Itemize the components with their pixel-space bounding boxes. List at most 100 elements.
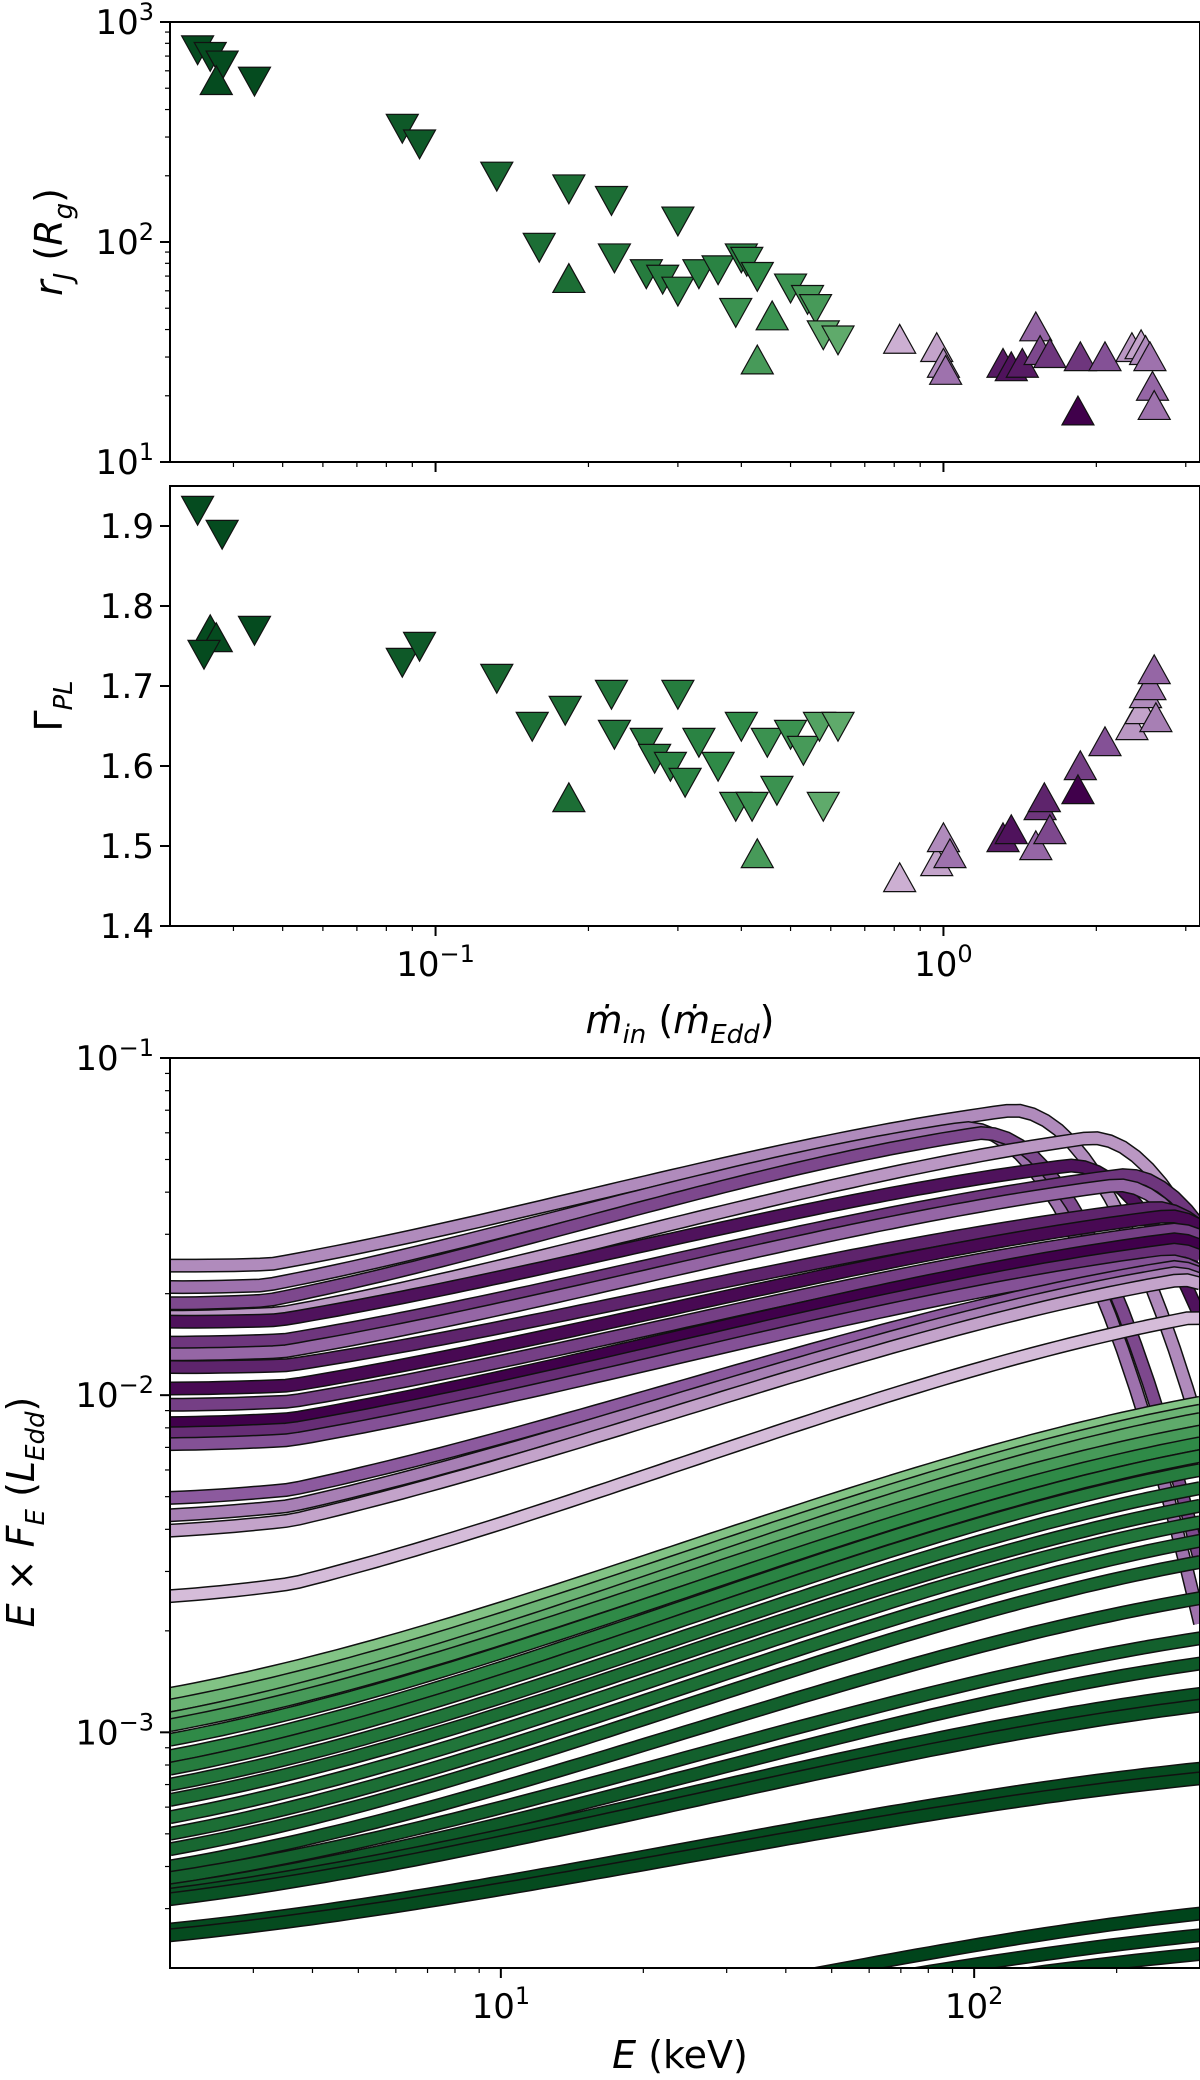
spectrum-line-fill (170, 1274, 1200, 1537)
scatter-point (1032, 337, 1067, 369)
spectrum-line (170, 1222, 1200, 1412)
spectrum-line-fill (170, 1255, 1200, 1450)
scatter-point (402, 129, 437, 161)
scatter-point (180, 495, 215, 527)
spectrum-line (170, 1403, 1200, 1713)
scatter-point (750, 727, 785, 759)
scatter-point (515, 711, 550, 743)
scatter-point (798, 294, 833, 325)
spectrum-line (170, 1273, 1200, 1538)
spectrum-line-fill (170, 1772, 1200, 1941)
rj-scatter-points (180, 35, 1172, 426)
gamma-scatter-points (180, 495, 1173, 893)
scatter-point (740, 343, 775, 375)
scatter-point (186, 639, 222, 671)
scatter-point (668, 767, 703, 799)
scatter-point (701, 255, 736, 286)
scatter-point (820, 711, 856, 743)
scatter-point (551, 174, 586, 205)
scatter-point (882, 861, 917, 893)
gamma-ticks: 1.4 1.5 1.6 1.7 1.8 1.9 10−1 100 (100, 507, 1187, 985)
scatter-point (806, 791, 841, 823)
spectrum-line (170, 1131, 1200, 1324)
y-tick-label: 10−3 (75, 1708, 154, 1753)
spectrum-line (170, 1266, 1200, 1523)
y-tick-label: 1.4 (100, 907, 154, 947)
spectrum-line-fill (170, 1592, 1200, 1872)
spectrum-line (170, 1232, 1200, 1431)
spectrum-line (170, 1436, 1200, 1747)
scatter-point (594, 185, 629, 217)
panel-spectra: 10−3 10−2 10−1 101 102 E × FE (LEdd) E (keV) (0, 1034, 1200, 2077)
spectrum-line (170, 1498, 1200, 1807)
scatter-point (1132, 669, 1167, 701)
spectrum-line-fill (170, 1159, 1200, 1328)
spectrum-line (170, 1463, 1200, 1776)
scatter-point (402, 631, 437, 663)
scatter-point (1138, 701, 1173, 733)
spectrum-line-fill (170, 1464, 1200, 1775)
spectrum-line (170, 1254, 1200, 1452)
spectrum-line-fill (918, 1929, 1200, 1968)
spectrum-line-fill (170, 1169, 1200, 1349)
spectrum-line-fill (170, 1500, 1200, 1806)
scatter-point (773, 719, 808, 751)
spectrum-line (170, 1533, 1200, 1841)
scatter-point (994, 813, 1029, 845)
spectrum-line (170, 1168, 1200, 1350)
spectra-axes-frame (169, 1057, 1200, 1969)
scatter-point (882, 323, 917, 354)
y-tick-label: 1.9 (100, 507, 154, 547)
spectra-lines (170, 1103, 1200, 1968)
y-tick-label: 101 (95, 438, 154, 483)
scatter-point (479, 161, 514, 193)
scatter-point (1018, 829, 1053, 861)
spectra-y-axis-label: E × FE (LEdd) (0, 1397, 51, 1628)
scatter-point (551, 781, 586, 813)
mdot-x-axis-label: ṁin (ṁEdd) (586, 998, 775, 1050)
y-tick-label: 1.6 (100, 747, 154, 787)
spectrum-line (170, 1201, 1200, 1375)
scatter-point (205, 519, 240, 551)
scatter-point (740, 261, 775, 293)
scatter-point (597, 719, 632, 751)
scatter-point (1027, 781, 1062, 813)
scatter-point (755, 299, 790, 331)
x-tick-label: 100 (914, 940, 973, 985)
x-tick-label: 101 (472, 1982, 531, 2027)
spectrum-line-fill (170, 1482, 1200, 1790)
scatter-point (660, 206, 695, 238)
rj-axes-frame (169, 21, 1200, 463)
scatter-point (724, 711, 759, 743)
spectrum-line-fill (170, 1105, 1200, 1433)
spectrum-line-fill (170, 1223, 1200, 1411)
scatter-point (385, 647, 420, 679)
spectrum-line-fill (170, 1658, 1200, 1896)
spectrum-line (170, 1698, 1200, 1907)
spectrum-line-fill (170, 1233, 1200, 1429)
spectrum-line (170, 1311, 1200, 1604)
spectrum-line-fill (170, 1261, 1200, 1504)
spectrum-line (170, 1242, 1200, 1441)
spectrum-line-fill (170, 1132, 1200, 1323)
scatter-point (928, 354, 963, 385)
y-tick-label: 10−1 (75, 1034, 154, 1079)
spectrum-line (170, 1412, 1200, 1726)
scatter-point (653, 751, 688, 783)
spectrum-line (170, 1121, 1200, 1626)
spectrum-line-fill (170, 1632, 1200, 1884)
spectrum-line (170, 1395, 1200, 1701)
scatter-point (1137, 653, 1172, 685)
scatter-point (1063, 340, 1098, 372)
y-tick-label: 103 (95, 0, 154, 43)
scatter-point (759, 775, 794, 807)
spectrum-line (170, 1424, 1200, 1733)
scatter-point (548, 695, 583, 727)
spectrum-line (170, 1771, 1200, 1943)
scatter-point (479, 663, 514, 695)
scatter-point (237, 66, 272, 98)
spectrum-line (170, 1103, 1200, 1433)
spectrum-line (170, 1631, 1200, 1885)
scatter-point (199, 64, 234, 96)
spectrum-line (809, 1906, 1200, 1968)
